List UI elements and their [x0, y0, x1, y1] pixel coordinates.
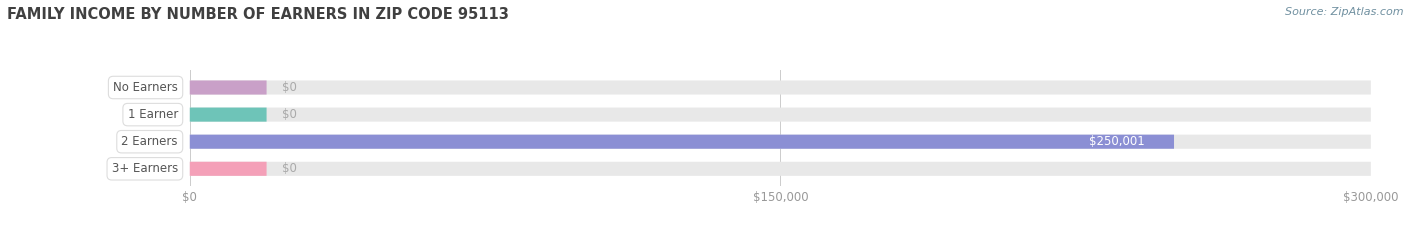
Text: 3+ Earners: 3+ Earners	[111, 162, 179, 175]
Text: $250,001: $250,001	[1088, 135, 1144, 148]
FancyBboxPatch shape	[190, 80, 1371, 95]
Text: $0: $0	[283, 162, 297, 175]
Text: FAMILY INCOME BY NUMBER OF EARNERS IN ZIP CODE 95113: FAMILY INCOME BY NUMBER OF EARNERS IN ZI…	[7, 7, 509, 22]
Text: $0: $0	[283, 81, 297, 94]
Text: 2 Earners: 2 Earners	[121, 135, 179, 148]
Text: No Earners: No Earners	[112, 81, 179, 94]
FancyBboxPatch shape	[190, 162, 1371, 176]
Text: Source: ZipAtlas.com: Source: ZipAtlas.com	[1285, 7, 1403, 17]
FancyBboxPatch shape	[190, 108, 1371, 122]
FancyBboxPatch shape	[190, 162, 267, 176]
FancyBboxPatch shape	[190, 80, 267, 95]
FancyBboxPatch shape	[190, 135, 1174, 149]
FancyBboxPatch shape	[190, 135, 1371, 149]
Text: $0: $0	[283, 108, 297, 121]
Text: 1 Earner: 1 Earner	[128, 108, 179, 121]
FancyBboxPatch shape	[190, 108, 267, 122]
